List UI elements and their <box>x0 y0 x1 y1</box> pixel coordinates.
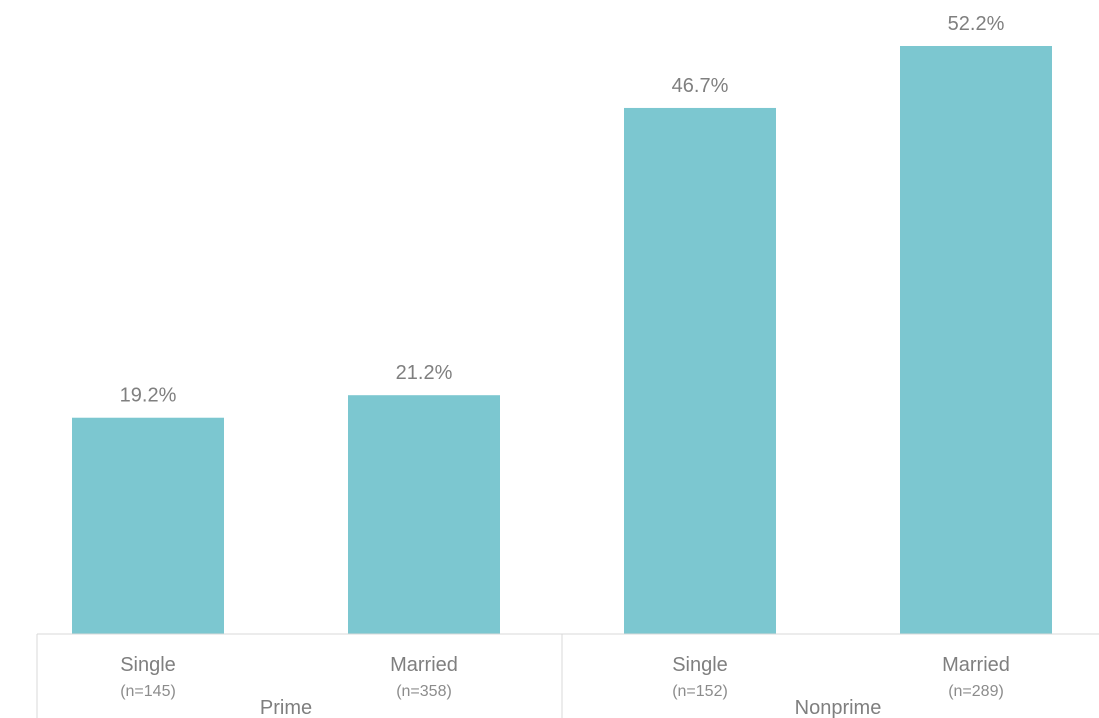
sample-size-label-3: (n=152) <box>672 683 728 700</box>
group-labels: Prime Nonprime <box>260 697 881 718</box>
data-label-3: 46.7% <box>672 75 729 97</box>
sample-size-label-4: (n=289) <box>948 683 1004 700</box>
category-label-2: Married <box>390 654 458 676</box>
category-labels: Single (n=145) Married (n=358) Single (n=152)… <box>120 654 1010 700</box>
value-labels: 19.2% 21.2% 46.7% 52.2% <box>120 13 1005 407</box>
category-label-1: Single <box>120 654 176 676</box>
sample-size-label-1: (n=145) <box>120 683 176 700</box>
data-label-4: 52.2% <box>948 13 1005 35</box>
category-label-3: Single <box>672 654 728 676</box>
data-label-1: 19.2% <box>120 385 177 407</box>
category-label-4: Married <box>942 654 1010 676</box>
group-label-prime: Prime <box>260 697 312 718</box>
sample-size-label-2: (n=358) <box>396 683 452 700</box>
x-axis <box>36 633 1099 718</box>
bars <box>72 46 1052 634</box>
data-label-2: 21.2% <box>396 362 453 384</box>
bar-3 <box>624 107 776 634</box>
bar-1 <box>72 417 224 634</box>
bar-4 <box>900 46 1052 634</box>
bar-2 <box>348 395 500 634</box>
group-label-nonprime: Nonprime <box>795 697 882 718</box>
